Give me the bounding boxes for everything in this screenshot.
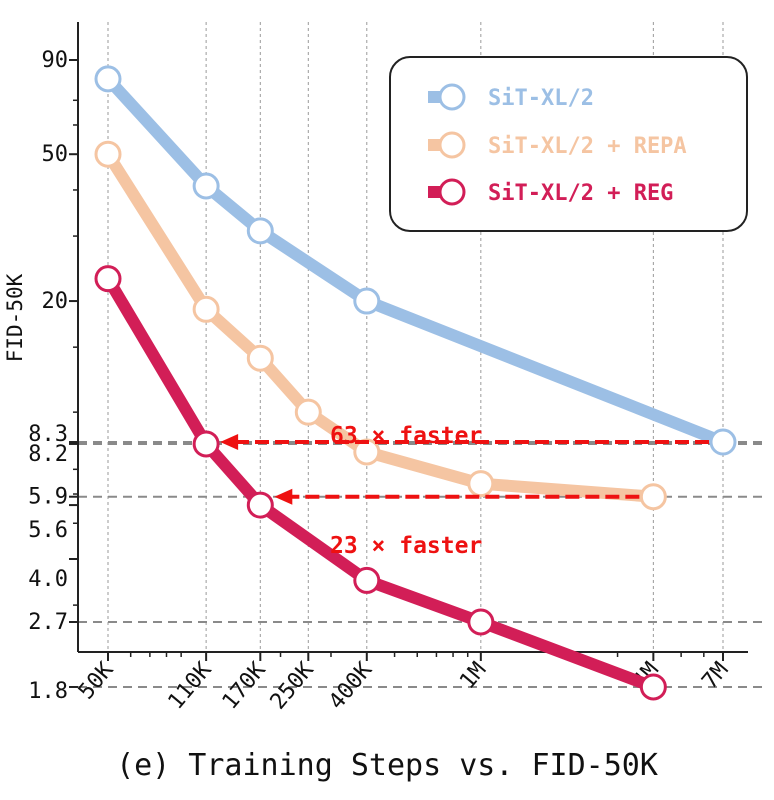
y-axis-label: FID-50K <box>3 273 27 362</box>
y-tick-label-4.0: 4.0 <box>28 567 68 592</box>
y-tick-label-8.3: 8.3 <box>28 422 68 447</box>
legend-box <box>389 56 748 232</box>
x-tick-label-400K: 400K <box>324 657 378 714</box>
series-2-point-2 <box>246 491 274 519</box>
x-tick-label-1M: 1M <box>455 658 491 694</box>
legend-label-2: SiT-XL/2 + REG <box>488 181 673 206</box>
x-tick-label-7M: 7M <box>697 658 733 694</box>
series-line-2 <box>102 272 660 693</box>
series-1-point-5 <box>467 470 495 498</box>
legend-label-1: SiT-XL/2 + REPA <box>488 134 687 159</box>
series-2-point-4 <box>467 608 495 636</box>
y-tick-label-90: 90 <box>42 48 69 73</box>
y-tick-label-8.2: 8.2 <box>28 442 68 467</box>
series-2-point-3 <box>353 566 381 594</box>
x-tick-label-50K: 50K <box>74 657 119 704</box>
series-0-point-2 <box>246 217 274 245</box>
figure-caption: (e) Training Steps vs. FID-50K <box>116 748 658 783</box>
y-tick-label-5.6: 5.6 <box>28 518 68 543</box>
training-steps-fid-chart: 50K110K170K250K400K1M4M7M9050208.38.25.9… <box>3 22 766 714</box>
y-tick-label-20: 20 <box>42 289 69 314</box>
legend-swatch-marker-1 <box>438 131 466 159</box>
series-1-point-3 <box>294 398 322 426</box>
annotation-arrowhead-1 <box>274 488 293 505</box>
series-1-point-6 <box>639 483 667 511</box>
series-1-point-4 <box>353 438 381 466</box>
series-1-point-2 <box>246 344 274 372</box>
x-tick-label-250K: 250K <box>266 657 320 714</box>
x-tick-label-110K: 110K <box>164 657 218 714</box>
legend-swatch-marker-0 <box>438 83 466 111</box>
annotation-arrowhead-0 <box>220 434 239 451</box>
y-tick-label-1.8: 1.8 <box>28 679 68 704</box>
series-1-point-0 <box>94 140 122 168</box>
series-1-point-1 <box>192 295 220 323</box>
annotation-label-1: 23 × faster <box>330 533 482 559</box>
y-tick-label-50: 50 <box>42 142 69 167</box>
series-2-point-1 <box>192 430 220 458</box>
x-tick-label-170K: 170K <box>218 657 272 714</box>
series-0-point-0 <box>94 65 122 93</box>
series-0-point-4 <box>709 428 737 456</box>
series-2-point-0 <box>94 265 122 293</box>
legend-swatch-marker-2 <box>438 178 466 206</box>
series-0-point-3 <box>353 287 381 315</box>
y-tick-label-5.9: 5.9 <box>28 485 68 510</box>
series-0-point-1 <box>192 172 220 200</box>
annotation-label-0: 63 × faster <box>330 423 482 449</box>
y-tick-label-2.7: 2.7 <box>28 610 68 635</box>
series-2-point-5 <box>639 673 667 701</box>
legend-label-0: SiT-XL/2 <box>488 86 594 111</box>
